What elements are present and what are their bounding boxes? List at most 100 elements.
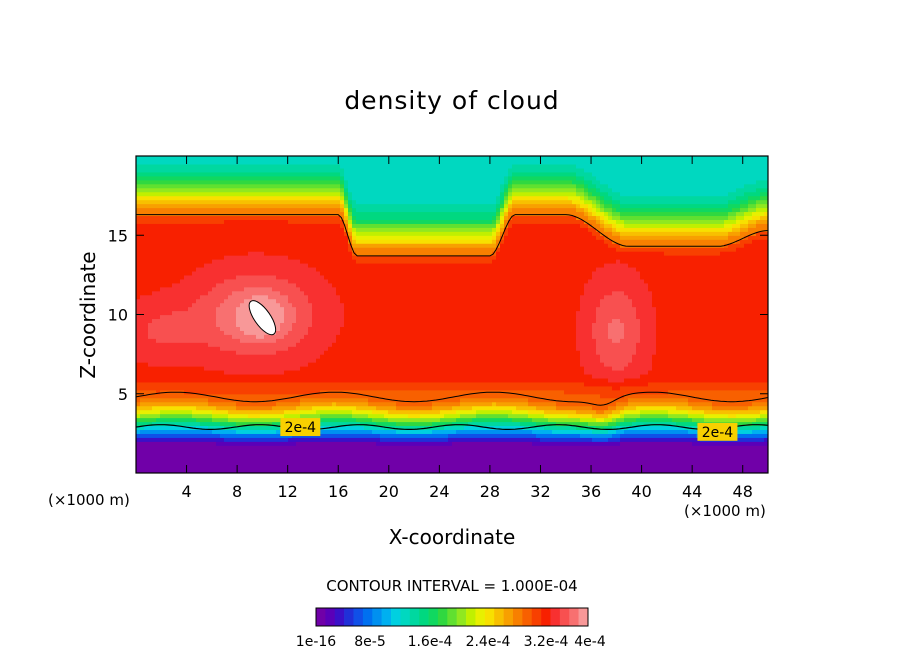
field-cell (200, 421, 205, 427)
field-cell (264, 377, 269, 383)
field-cell (376, 453, 381, 458)
field-cell (232, 369, 237, 375)
field-cell (264, 290, 269, 296)
field-cell (308, 409, 313, 415)
field-cell (208, 362, 213, 367)
field-cell (352, 461, 357, 466)
field-cell (252, 469, 257, 473)
field-cell (316, 259, 321, 264)
field-cell (272, 266, 277, 272)
field-cell (264, 183, 269, 189)
field-cell (168, 366, 173, 371)
field-cell (320, 373, 325, 379)
field-cell (272, 306, 277, 312)
field-cell (332, 421, 337, 427)
field-cell (192, 417, 197, 423)
field-cell (376, 231, 381, 236)
field-cell (204, 191, 209, 197)
field-cell (180, 159, 185, 165)
field-cell (196, 239, 201, 244)
field-cell (268, 354, 273, 359)
field-cell (284, 405, 289, 411)
field-cell (368, 243, 373, 248)
field-cell (348, 211, 353, 217)
field-cell (220, 215, 225, 220)
field-cell (196, 401, 201, 407)
field-cell (376, 413, 381, 419)
field-cell (188, 243, 193, 248)
field-cell (172, 278, 177, 284)
field-cell (228, 366, 233, 371)
field-cell (308, 302, 313, 308)
field-cell (316, 227, 321, 232)
field-cell (236, 171, 241, 177)
field-cell (136, 330, 141, 335)
field-cell (232, 203, 237, 209)
field-cell (148, 298, 153, 304)
field-cell (284, 354, 289, 359)
field-cell (252, 401, 257, 407)
field-cell (228, 231, 233, 236)
field-cell (372, 195, 377, 201)
field-cell (292, 163, 297, 169)
field-cell (216, 318, 221, 324)
field-cell (312, 219, 317, 224)
field-cell (164, 227, 169, 232)
field-cell (180, 163, 185, 169)
field-cell (204, 433, 209, 438)
field-cell (372, 358, 377, 363)
field-cell (168, 306, 173, 312)
field-cell (240, 306, 245, 312)
field-cell (360, 290, 365, 296)
field-cell (156, 421, 161, 427)
field-cell (200, 235, 205, 240)
field-cell (336, 358, 341, 363)
field-cell (136, 179, 141, 185)
field-cell (188, 314, 193, 320)
field-cell (276, 417, 281, 423)
field-cell (172, 377, 177, 383)
field-cell (368, 270, 373, 276)
field-cell (328, 358, 333, 363)
field-cell (380, 413, 385, 419)
field-cell (204, 441, 209, 446)
field-cell (360, 159, 365, 165)
field-cell (140, 437, 145, 442)
field-cell (196, 219, 201, 224)
field-cell (288, 469, 293, 473)
field-cell (296, 366, 301, 371)
field-cell (316, 342, 321, 347)
field-cell (236, 366, 241, 371)
field-cell (196, 247, 201, 252)
field-cell (292, 183, 297, 189)
field-cell (228, 421, 233, 427)
field-cell (232, 421, 237, 427)
field-cell (140, 239, 145, 244)
field-cell (320, 171, 325, 177)
field-cell (156, 219, 161, 224)
field-cell (252, 171, 257, 177)
field-cell (380, 159, 385, 165)
field-cell (384, 417, 389, 423)
field-cell (176, 366, 181, 371)
field-cell (320, 163, 325, 169)
field-cell (224, 187, 229, 193)
field-cell (140, 195, 145, 201)
field-cell (156, 175, 161, 181)
field-cell (332, 314, 337, 320)
field-cell (140, 199, 145, 205)
field-cell (320, 366, 325, 371)
field-cell (356, 306, 361, 312)
field-cell (216, 251, 221, 256)
field-cell (184, 437, 189, 442)
field-cell (284, 270, 289, 276)
field-cell (236, 243, 241, 248)
field-cell (156, 393, 161, 399)
field-cell (260, 334, 265, 339)
field-cell (304, 338, 309, 343)
field-cell (220, 457, 225, 462)
field-cell (372, 322, 377, 327)
field-cell (240, 294, 245, 300)
field-cell (384, 441, 389, 446)
field-cell (316, 318, 321, 324)
